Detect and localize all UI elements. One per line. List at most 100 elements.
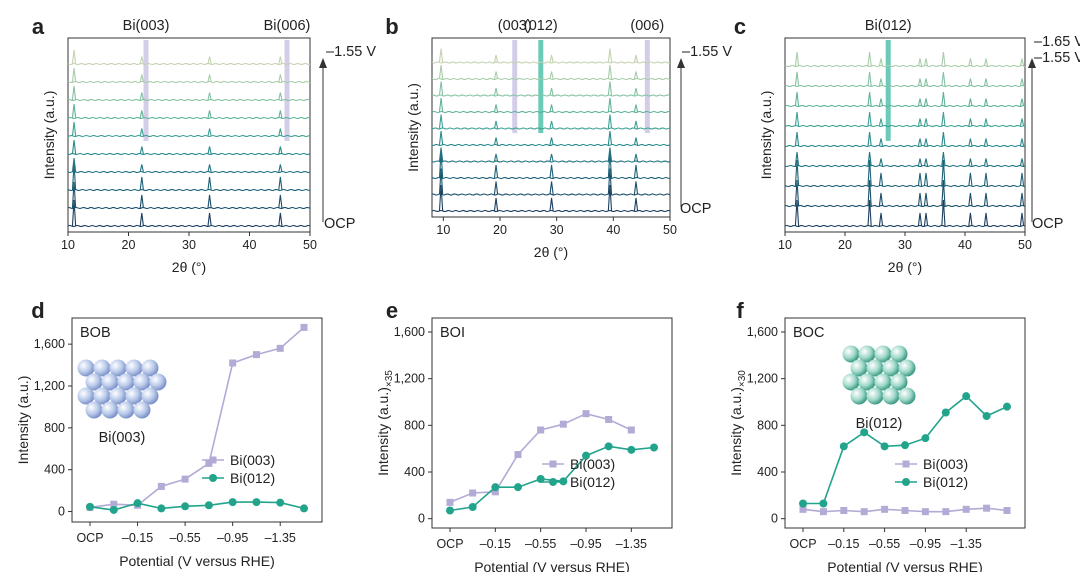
crystal-sphere (874, 345, 892, 363)
xrd-trace (432, 94, 671, 97)
ocp-label: OCP (1032, 216, 1063, 232)
x-tick-label: 40 (243, 238, 257, 252)
data-point-square (252, 351, 260, 359)
series-line-Bi012 (89, 501, 305, 511)
xrd-peak (968, 192, 973, 207)
xrd-peak (549, 104, 554, 113)
crystal-sphere (101, 373, 119, 391)
xrd-peak (917, 78, 923, 87)
xrd-peak (549, 181, 554, 195)
xrd-peak (207, 56, 212, 65)
series-line-Bi003 (89, 326, 305, 509)
data-point-circle (86, 502, 94, 511)
xrd-trace (67, 152, 311, 156)
y-axis-label-group: Intensity (a.u.)×30 (728, 370, 748, 476)
x-tick-label: –0.55 (869, 537, 900, 551)
legend-label: Bi(003) (230, 452, 275, 468)
crystal-sphere (117, 401, 135, 419)
x-tick-label: 30 (182, 238, 196, 252)
xrd-peak (607, 184, 613, 212)
x-tick-label: –0.15 (828, 537, 859, 551)
xrd-peak (941, 132, 946, 147)
data-point-square (537, 426, 545, 434)
xrd-trace (784, 184, 1026, 188)
legend-marker-circle (549, 478, 557, 486)
data-point-circle (514, 483, 522, 492)
xrd-peak (968, 172, 973, 187)
xrd-peak (633, 137, 639, 146)
xrd-peak (493, 164, 499, 179)
xrd-peak (878, 158, 884, 167)
crystal-sphere (77, 387, 95, 405)
ocp-label: OCP (680, 201, 711, 217)
inset-title: BOC (793, 325, 824, 341)
data-point-circle (860, 428, 869, 437)
xrd-peak (139, 92, 144, 101)
xrd-trace (431, 127, 671, 130)
x-tick-label: –0.95 (910, 537, 941, 551)
xrd-peak (867, 179, 872, 207)
xrd-peak (207, 164, 212, 173)
xrd-peak (71, 50, 77, 65)
panel-letter-b: b (385, 14, 398, 39)
xrd-peak (983, 78, 989, 87)
crystal-sphere (93, 359, 111, 377)
crystal-sphere (85, 401, 103, 419)
data-point-circle (300, 504, 308, 513)
xrd-peak (1019, 212, 1025, 227)
xrd-peak (1019, 172, 1025, 187)
xrd-peak (917, 118, 923, 127)
plot-frame (431, 37, 671, 218)
y-axis-label: Intensity (a.u.)×35 (375, 370, 395, 476)
xrd-peak (878, 138, 884, 147)
y-tick-label: 1,600 (394, 325, 425, 339)
y-tick-label: 1,200 (747, 372, 778, 386)
inset-title: BOB (80, 325, 111, 341)
xrd-peak (1019, 192, 1025, 207)
data-point-circle (446, 506, 454, 515)
xrd-peak (923, 138, 929, 147)
highlight-label-Bi003: Bi(003) (123, 18, 170, 34)
xrd-trace (784, 124, 1026, 128)
xrd-peak (633, 164, 639, 179)
crystal-sphere (133, 373, 151, 391)
xrd-trace (67, 116, 311, 120)
x-tick-label: OCP (76, 531, 103, 545)
highlight-band (538, 40, 544, 134)
y-tick-label: 1,200 (394, 372, 425, 386)
xrd-peak (549, 164, 554, 179)
legend-marker-square (549, 460, 557, 468)
xrd-trace (431, 143, 671, 147)
xrd-trace (67, 224, 311, 228)
xrd-peak (493, 71, 499, 80)
xrd-peak (607, 65, 613, 80)
x-tick-label: OCP (789, 537, 816, 551)
xrd-peak (917, 58, 923, 67)
x-tick-label: 10 (61, 238, 75, 252)
xrd-peak (549, 54, 554, 63)
xrd-trace (431, 77, 671, 81)
xrd-peak (941, 152, 946, 167)
xrd-peak (139, 164, 144, 173)
x-axis-label: 2θ (°) (888, 259, 922, 275)
data-point-circle (228, 498, 237, 507)
x-tick-label: –0.15 (122, 531, 153, 545)
xrd-peak (923, 158, 929, 167)
xrd-peak (549, 71, 554, 80)
y-axis-label: Intensity (a.u.) (15, 376, 31, 465)
xrd-trace (784, 104, 1026, 108)
crystal-sphere (850, 387, 868, 405)
xrd-peak (278, 194, 283, 209)
x-tick-label: –0.15 (480, 537, 511, 551)
xrd-peak (878, 98, 884, 107)
xrd-trace (68, 98, 311, 102)
xrd-peak (867, 52, 872, 67)
data-point-square (582, 410, 590, 418)
potential-label: –1.65 V (1034, 34, 1080, 50)
xrd-peak (794, 132, 800, 147)
xrd-peak (941, 199, 946, 227)
xrd-peak (633, 153, 639, 162)
xrd-peak (71, 140, 77, 155)
xrd-trace (431, 193, 671, 196)
xrd-peak (983, 172, 989, 187)
